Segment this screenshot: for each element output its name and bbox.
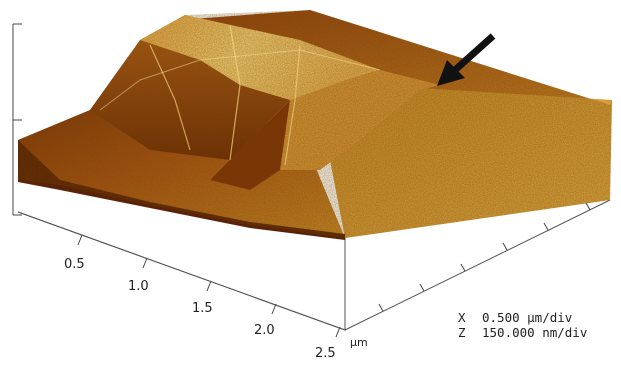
ridge-line-2 xyxy=(229,24,241,161)
ridge-line-3 xyxy=(284,44,301,166)
x-axis: 0.5 1.0 1.5 2.0 2.5 µm xyxy=(17,211,368,361)
x-tick-label: 2.0 xyxy=(254,323,275,338)
x-tick-label: 1.0 xyxy=(128,279,149,294)
ridge-line-4 xyxy=(99,49,381,111)
y-axis xyxy=(378,202,591,312)
z-axis xyxy=(12,23,22,216)
scale-info: X 0.500 µm/div Z 150.000 nm/div xyxy=(458,310,587,340)
x-tick-label: 2.5 xyxy=(315,346,336,361)
surface-texture xyxy=(18,10,612,238)
afm-surface xyxy=(18,10,612,240)
x-scale-symbol: X xyxy=(458,310,466,325)
x-axis-unit: µm xyxy=(350,336,368,349)
x-tick-label: 0.5 xyxy=(64,257,85,272)
pointer-arrow xyxy=(437,33,496,86)
x-tick-label: 1.5 xyxy=(192,301,213,316)
ridge-line-1 xyxy=(149,44,191,151)
x-scale-value: 0.500 µm/div xyxy=(482,310,572,325)
z-scale-value: 150.000 nm/div xyxy=(482,325,587,340)
z-scale-symbol: Z xyxy=(458,325,466,340)
